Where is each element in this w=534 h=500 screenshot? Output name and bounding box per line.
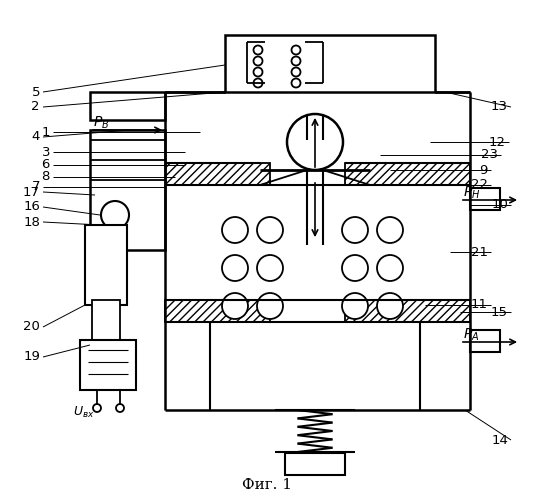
Text: 15: 15 xyxy=(491,306,508,318)
Circle shape xyxy=(287,114,343,170)
Text: 8: 8 xyxy=(42,170,50,183)
Text: 18: 18 xyxy=(23,216,40,228)
Text: $P_А$: $P_А$ xyxy=(463,327,480,344)
Bar xyxy=(90,130,165,250)
Circle shape xyxy=(342,255,368,281)
Circle shape xyxy=(222,293,248,319)
Text: 12: 12 xyxy=(489,136,506,148)
Bar xyxy=(470,330,500,352)
Text: 7: 7 xyxy=(32,180,40,194)
Text: 17: 17 xyxy=(23,186,40,198)
Text: 1: 1 xyxy=(42,126,50,138)
Text: Фиг. 1: Фиг. 1 xyxy=(242,478,292,492)
Bar xyxy=(165,163,270,185)
Bar xyxy=(225,35,435,92)
Text: 16: 16 xyxy=(23,200,40,213)
Bar xyxy=(92,300,120,345)
Text: 13: 13 xyxy=(491,100,508,114)
Text: $P_В$: $P_В$ xyxy=(93,115,109,132)
Circle shape xyxy=(342,217,368,243)
Circle shape xyxy=(377,217,403,243)
Bar xyxy=(345,163,470,185)
Circle shape xyxy=(257,293,283,319)
Circle shape xyxy=(93,404,101,412)
Bar xyxy=(470,188,500,210)
Bar xyxy=(285,453,345,475)
Circle shape xyxy=(257,217,283,243)
Circle shape xyxy=(292,46,301,54)
Text: 6: 6 xyxy=(42,158,50,172)
Text: 14: 14 xyxy=(491,434,508,446)
Circle shape xyxy=(377,293,403,319)
Bar xyxy=(90,92,165,120)
Text: 10: 10 xyxy=(491,198,508,211)
Text: 20: 20 xyxy=(23,320,40,334)
Circle shape xyxy=(254,68,263,76)
Circle shape xyxy=(257,255,283,281)
Text: 9: 9 xyxy=(480,164,488,176)
Text: 23: 23 xyxy=(481,148,498,162)
Circle shape xyxy=(254,78,263,88)
Circle shape xyxy=(342,293,368,319)
Text: $U_{вх}$: $U_{вх}$ xyxy=(73,405,95,420)
Circle shape xyxy=(292,68,301,76)
Text: 4: 4 xyxy=(32,130,40,143)
Circle shape xyxy=(292,56,301,66)
Text: 21: 21 xyxy=(471,246,488,258)
Bar xyxy=(165,300,270,322)
Bar xyxy=(80,340,136,390)
Circle shape xyxy=(292,78,301,88)
Text: 3: 3 xyxy=(42,146,50,158)
Circle shape xyxy=(254,46,263,54)
Circle shape xyxy=(116,404,124,412)
Circle shape xyxy=(254,56,263,66)
Bar xyxy=(85,225,127,305)
Text: 22: 22 xyxy=(471,178,488,192)
Text: 11: 11 xyxy=(471,298,488,312)
Circle shape xyxy=(222,255,248,281)
Text: 19: 19 xyxy=(23,350,40,364)
Circle shape xyxy=(377,255,403,281)
Text: 2: 2 xyxy=(32,100,40,114)
Text: 5: 5 xyxy=(32,86,40,98)
Circle shape xyxy=(222,217,248,243)
Bar xyxy=(345,300,470,322)
Circle shape xyxy=(101,201,129,229)
Text: $P_Н$: $P_Н$ xyxy=(463,185,481,202)
